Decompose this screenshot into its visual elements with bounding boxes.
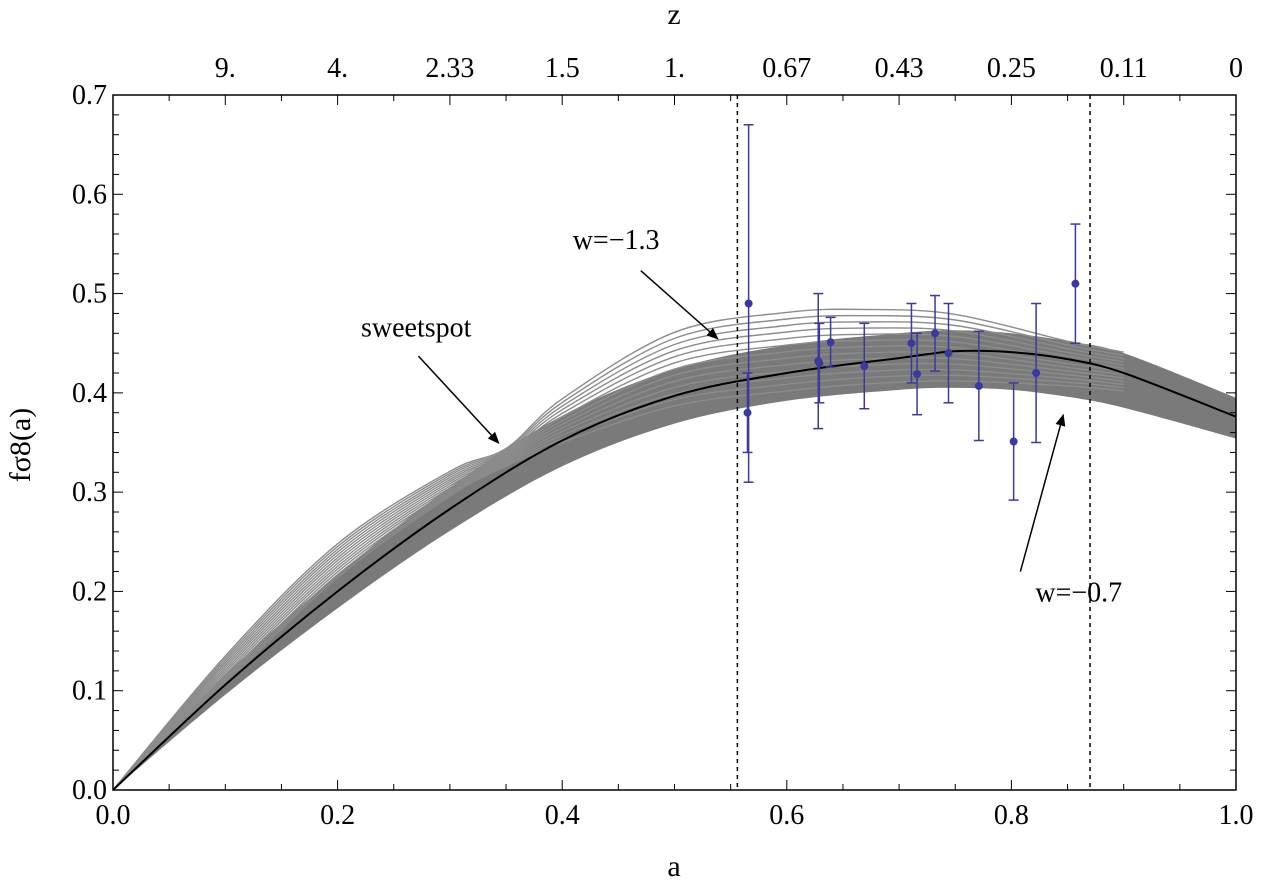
y-tick-label: 0.3 (72, 477, 107, 508)
top-tick-label: 0.67 (762, 53, 811, 84)
data-point (974, 381, 983, 390)
data-point-group (814, 322, 825, 404)
top-tick-label: 0 (1229, 53, 1243, 84)
y-tick-label: 0.5 (72, 279, 107, 310)
annotations-layer: w=−1.3 sweetspot w=−0.7 (361, 225, 1122, 608)
annotation-label: w=−0.7 (1035, 577, 1122, 608)
top-tick-label: 2.33 (425, 53, 474, 84)
top-tick-label: 0.11 (1100, 53, 1148, 84)
data-point-group (1031, 302, 1042, 444)
data-point-group (912, 332, 923, 416)
plot-frame-layer (112, 94, 1237, 791)
w-family-curve (112, 380, 1124, 791)
data-point (907, 339, 916, 348)
annotation-arrow (1019, 413, 1066, 572)
data-point (1009, 437, 1018, 446)
y-tick-label: 0.6 (72, 179, 107, 210)
w-family-curve (112, 333, 1124, 791)
data-points-layer (742, 124, 1081, 501)
uncertainty-band-layer (113, 330, 1236, 790)
vertical-lines-layer (736, 95, 1091, 790)
x-tick-label: 0.4 (545, 800, 580, 831)
y-tick-label: 0.4 (72, 378, 107, 409)
data-point-group (930, 294, 941, 372)
central-curve-layer (112, 349, 1237, 791)
uncertainty-band (113, 330, 1236, 790)
data-point-group (1070, 223, 1081, 344)
annotation-label: sweetspot (361, 312, 472, 343)
annotation-arrow (417, 355, 500, 444)
top-tick-label: 9. (215, 53, 236, 84)
data-point-group (906, 302, 917, 384)
annotation-arrow (640, 270, 719, 340)
data-point (1071, 279, 1080, 288)
y-tick-label: 0.0 (72, 775, 107, 806)
x-tick-label: 0.2 (320, 800, 355, 831)
w-family-curve (112, 321, 1124, 791)
x-tick-label: 0.8 (994, 800, 1029, 831)
w-family-curve (112, 368, 1124, 791)
y-axis-label: fσ8(a) (4, 408, 37, 482)
top-tick-label: 1. (664, 53, 685, 84)
data-point (744, 299, 753, 308)
annotation-label: w=−1.3 (573, 225, 660, 256)
data-point (860, 362, 869, 371)
x-axis-label: a (667, 850, 680, 883)
w-family-curve (112, 314, 1124, 791)
central-curve (112, 349, 1237, 791)
top-tick-label: 1.5 (545, 53, 580, 84)
data-point (944, 349, 953, 358)
data-point-group (973, 330, 984, 442)
data-point (931, 329, 940, 338)
top-tick-label: 4. (327, 53, 348, 84)
plot-frame (112, 94, 1237, 791)
y-tick-label: 0.7 (72, 80, 107, 111)
top-tick-label: 0.25 (987, 53, 1036, 84)
ticks-layer: 0.0 0.2 0.4 0.6 0.8 1.00.00.10.20.30.40.50.60… (72, 53, 1254, 831)
data-point-group (825, 316, 836, 368)
w-family-curve (112, 327, 1124, 791)
w-family-curves-layer (112, 308, 1124, 791)
data-point-group (943, 302, 954, 404)
w-family-curve (112, 308, 1124, 791)
data-point-group (742, 372, 753, 454)
x-tick-label: 0.6 (769, 800, 804, 831)
top-axis-label: z (667, 0, 680, 31)
y-tick-label: 0.2 (72, 576, 107, 607)
data-point (826, 338, 835, 347)
data-point-group (859, 322, 870, 410)
w-family-curve (112, 357, 1124, 791)
data-point (1032, 369, 1041, 377)
data-point-group (1008, 382, 1019, 501)
data-point (913, 369, 922, 378)
w-family-curve (112, 339, 1124, 791)
y-tick-label: 0.1 (72, 676, 107, 707)
data-point-group (743, 124, 754, 483)
top-tick-label: 0.43 (875, 53, 924, 84)
x-tick-label: 0.0 (96, 800, 131, 831)
data-point (743, 408, 752, 417)
x-tick-label: 1.0 (1219, 800, 1254, 831)
w-family-curve (112, 351, 1124, 791)
data-point (815, 359, 824, 368)
w-family-curve (112, 362, 1124, 791)
w-family-curve (112, 345, 1124, 791)
